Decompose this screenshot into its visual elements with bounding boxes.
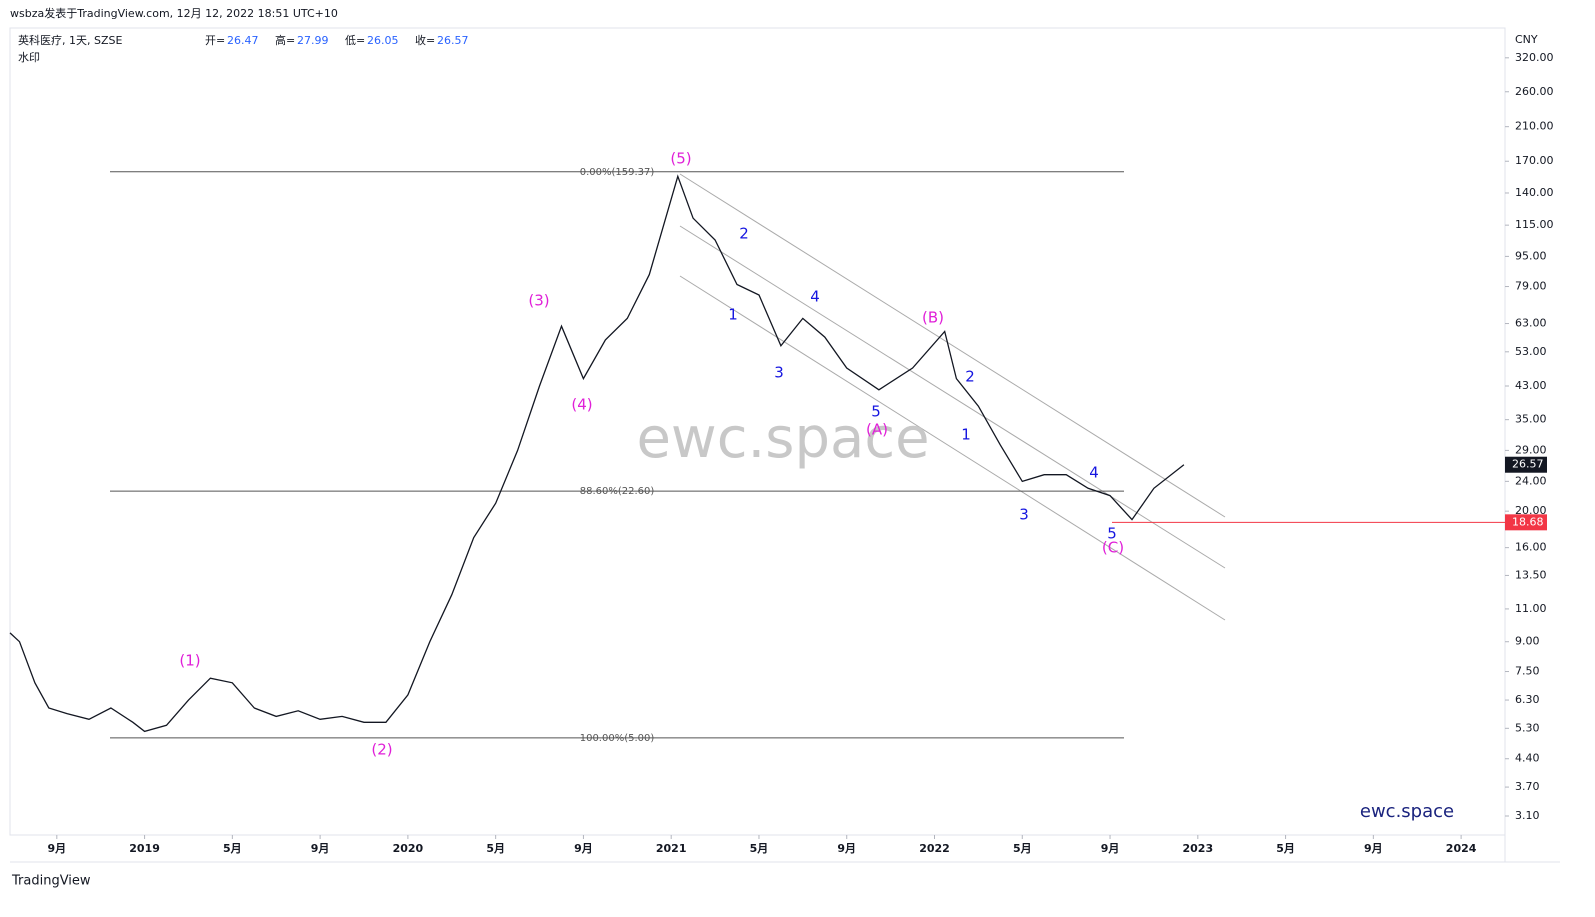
footer-logo: TradingView	[11, 874, 91, 889]
y-tick-label: 53.00	[1515, 345, 1547, 358]
y-tick-label: 115.00	[1515, 218, 1554, 231]
symbol: 英科医疗, 1天, SZSE	[18, 33, 122, 47]
price-tag-label: 18.68	[1512, 515, 1544, 528]
y-tick-label: 320.00	[1515, 51, 1554, 64]
y-tick-label: 7.50	[1515, 665, 1540, 678]
y-tick-label: 29.00	[1515, 443, 1547, 456]
y-tick-label: 43.00	[1515, 379, 1547, 392]
y-tick-label: 260.00	[1515, 85, 1554, 98]
wave-label: (1)	[179, 652, 200, 670]
wave-label: (C)	[1102, 539, 1124, 557]
y-tick-label: 95.00	[1515, 249, 1547, 262]
x-tick-label: 2020	[393, 842, 424, 855]
brand: ewc.space	[1360, 801, 1454, 822]
ohlc-label: 低=	[345, 34, 365, 47]
y-tick-label: 20.00	[1515, 504, 1547, 517]
y-tick-label: 24.00	[1515, 474, 1547, 487]
wave-label: 3	[1019, 506, 1029, 524]
y-tick-label: 3.70	[1515, 780, 1540, 793]
wave-label: 1	[728, 306, 738, 324]
x-tick-label: 2024	[1446, 842, 1477, 855]
x-tick-label: 5月	[486, 842, 505, 855]
wave-label: 2	[739, 225, 749, 243]
y-tick-label: 6.30	[1515, 693, 1540, 706]
wave-label: (5)	[670, 150, 691, 168]
x-tick-label: 2021	[656, 842, 687, 855]
x-tick-label: 5月	[1013, 842, 1032, 855]
y-tick-label: 140.00	[1515, 186, 1554, 199]
wave-label: 5	[1107, 525, 1117, 543]
wave-label: 4	[1089, 464, 1099, 482]
ohlc-label: 开=	[205, 34, 225, 47]
y-tick-label: 13.50	[1515, 568, 1547, 581]
x-tick-label: 5月	[223, 842, 242, 855]
price-tag	[1505, 514, 1547, 531]
wave-label: 4	[810, 288, 820, 306]
wave-label: 1	[961, 426, 971, 444]
y-tick-label: 170.00	[1515, 154, 1554, 167]
ohlc-value: 26.05	[367, 34, 399, 47]
y-tick-label: 4.40	[1515, 752, 1540, 765]
x-tick-label: 5月	[750, 842, 769, 855]
x-tick-label: 9月	[1364, 842, 1383, 855]
wave-label: (3)	[528, 292, 549, 310]
wave-label: (4)	[571, 396, 592, 414]
currency: CNY	[1515, 33, 1538, 46]
byline: wsbza发表于TradingView.com, 12月 12, 2022 18…	[10, 6, 338, 20]
ohlc-label: 收=	[415, 33, 435, 47]
y-tick-label: 3.10	[1515, 809, 1540, 822]
wave-label: (2)	[371, 741, 392, 759]
y-tick-label: 63.00	[1515, 317, 1547, 330]
wave-label: (B)	[922, 309, 944, 327]
fib-label: 0.00%(159.37)	[580, 167, 655, 178]
wave-label: 3	[774, 364, 784, 382]
price-tag	[1505, 456, 1547, 473]
y-tick-label: 35.00	[1515, 413, 1547, 426]
watermark-label: 水印	[18, 51, 40, 64]
channel-line	[679, 275, 1226, 621]
channel-line	[679, 173, 1226, 518]
y-tick-label: 9.00	[1515, 635, 1540, 648]
x-tick-label: 2023	[1182, 842, 1213, 855]
channel-line	[679, 225, 1226, 569]
ohlc-label: 高=	[275, 33, 295, 47]
x-tick-label: 2019	[129, 842, 160, 855]
wave-label: (A)	[866, 421, 888, 439]
watermark: ewc.space	[636, 406, 929, 471]
x-tick-label: 2022	[919, 842, 950, 855]
x-tick-label: 9月	[837, 842, 856, 855]
ohlc-value: 27.99	[297, 34, 329, 47]
fib-label: 100.00%(5.00)	[580, 733, 655, 744]
x-tick-label: 9月	[47, 842, 66, 855]
x-tick-label: 9月	[1101, 842, 1120, 855]
y-tick-label: 210.00	[1515, 120, 1554, 133]
price-tag-label: 26.57	[1512, 458, 1544, 471]
fib-label: 88.60%(22.60)	[580, 486, 655, 497]
ohlc-value: 26.47	[227, 34, 259, 47]
x-tick-label: 5月	[1276, 842, 1295, 855]
y-tick-label: 79.00	[1515, 280, 1547, 293]
y-tick-label: 16.00	[1515, 541, 1547, 554]
wave-label: 2	[965, 368, 975, 386]
y-tick-label: 11.00	[1515, 602, 1547, 615]
x-tick-label: 9月	[311, 842, 330, 855]
x-tick-label: 9月	[574, 842, 593, 855]
price-line	[9, 174, 1185, 733]
ohlc-value: 26.57	[437, 34, 469, 47]
wave-label: 5	[871, 403, 881, 421]
y-tick-label: 5.30	[1515, 721, 1540, 734]
